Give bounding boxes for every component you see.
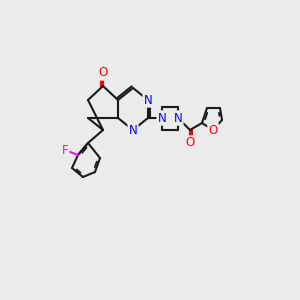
Text: O: O (185, 136, 195, 149)
Text: N: N (174, 112, 182, 124)
Text: F: F (62, 143, 68, 157)
Text: N: N (158, 112, 166, 124)
Text: N: N (144, 94, 152, 106)
Text: N: N (129, 124, 137, 136)
Text: O: O (98, 67, 108, 80)
Text: O: O (208, 124, 217, 136)
